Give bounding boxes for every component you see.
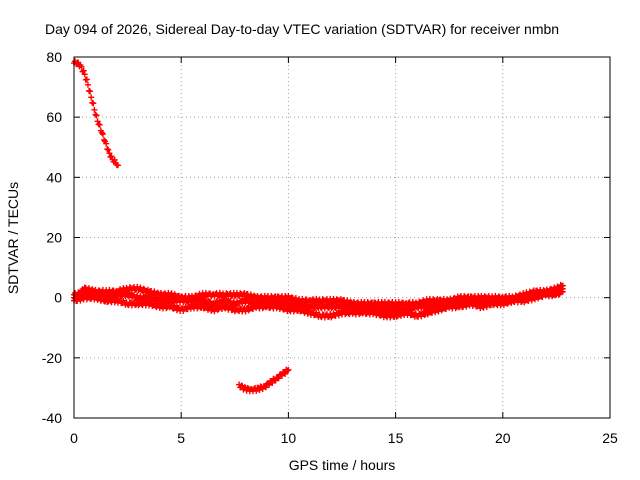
series-early-decline — [71, 58, 121, 169]
y-tick-label: -40 — [42, 410, 62, 426]
y-tick-label: 80 — [46, 49, 62, 65]
x-tick-label: 5 — [177, 430, 185, 446]
y-tick-label: 60 — [46, 109, 62, 125]
y-tick-label: 0 — [54, 290, 62, 306]
y-tick-label: 20 — [46, 230, 62, 246]
chart-title: Day 094 of 2026, Sidereal Day-to-day VTE… — [45, 21, 559, 37]
series-midday-dip — [236, 366, 292, 395]
x-axis-label: GPS time / hours — [289, 457, 396, 473]
x-tick-label: 15 — [388, 430, 404, 446]
plot-frame — [73, 56, 611, 419]
x-tick-label: 25 — [602, 430, 618, 446]
x-tick-label: 0 — [70, 430, 78, 446]
y-axis-label: SDTVAR / TECUs — [5, 182, 21, 294]
y-tick-label: 40 — [46, 169, 62, 185]
x-tick-label: 20 — [495, 430, 511, 446]
axis-ticks: 0 5 10 15 20 25 -40 -20 0 20 40 60 80 — [42, 49, 618, 446]
x-tick-label: 10 — [281, 430, 297, 446]
y-tick-label: -20 — [42, 350, 62, 366]
data-point-markers — [236, 366, 292, 395]
grid — [74, 57, 610, 418]
data-points — [71, 58, 566, 395]
data-point-markers — [71, 58, 121, 169]
